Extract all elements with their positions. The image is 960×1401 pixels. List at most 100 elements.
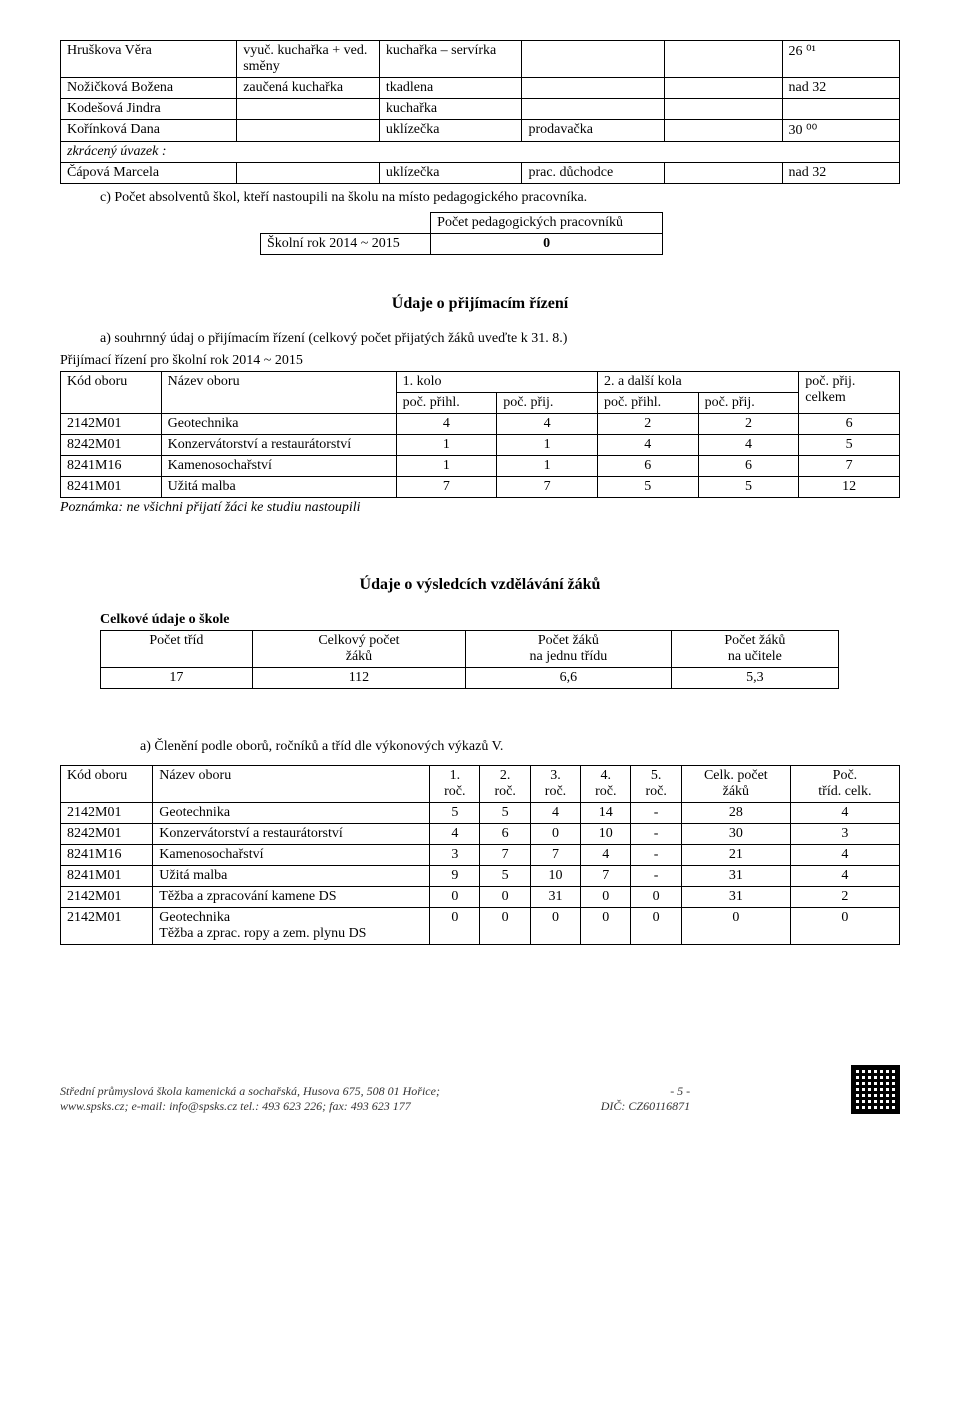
staff-table: Hruškova Věra vyuč. kuchařka + ved. směn… <box>60 40 900 184</box>
cell: 5 <box>480 803 530 824</box>
cell <box>522 78 665 99</box>
cell: 31 <box>530 887 580 908</box>
cell: 0 <box>681 908 790 945</box>
cell: 5 <box>698 477 799 498</box>
item-a: a) souhrnný údaj o přijímacím řízení (ce… <box>100 331 900 347</box>
footer-line2: www.spsks.cz; e-mail: info@spsks.cz tel.… <box>60 1099 411 1113</box>
admission-note: Poznámka: ne všichni přijatí žáci ke stu… <box>60 500 900 516</box>
cell: zkrácený úvazek : <box>61 142 900 163</box>
cell: uklízečka <box>379 120 522 142</box>
cell: 4 <box>430 824 480 845</box>
cell <box>782 99 899 120</box>
cell <box>237 120 380 142</box>
cell: 8242M01 <box>61 824 153 845</box>
cell: 30 <box>681 824 790 845</box>
cell: 8241M16 <box>61 845 153 866</box>
cell: 7 <box>497 477 598 498</box>
cell: 7 <box>530 845 580 866</box>
cell: 21 <box>681 845 790 866</box>
cell: 0 <box>430 887 480 908</box>
cell: nad 32 <box>782 78 899 99</box>
th: 5.roč. <box>631 766 681 803</box>
th: Počet tříd <box>101 631 253 668</box>
cell: Konzervátorství a restaurátorství <box>161 435 396 456</box>
item-c: c) Počet absolventů škol, kteří nastoupi… <box>100 190 900 206</box>
section-title: Údaje o přijímacím řízení <box>60 295 900 313</box>
cell: 12 <box>799 477 900 498</box>
th: poč. přihl. <box>396 393 497 414</box>
cell: 5 <box>480 866 530 887</box>
cell: 0 <box>431 234 663 255</box>
th: 2.roč. <box>480 766 530 803</box>
cell: 6 <box>597 456 698 477</box>
cell: 4 <box>396 414 497 435</box>
cell: 2142M01 <box>61 887 153 908</box>
cell: 30 ⁰⁰ <box>782 120 899 142</box>
cell: 0 <box>480 887 530 908</box>
cell: 0 <box>631 908 681 945</box>
cell: Hruškova Věra <box>61 41 237 78</box>
cell: Nožičková Božena <box>61 78 237 99</box>
cell: - <box>631 803 681 824</box>
cell: Konzervátorství a restaurátorství <box>153 824 430 845</box>
cell: Užitá malba <box>161 477 396 498</box>
th: 1. kolo <box>396 372 597 393</box>
th: Název oboru <box>161 372 396 414</box>
th: poč. přij. <box>497 393 598 414</box>
footer-line1: Střední průmyslová škola kamenická a soc… <box>60 1084 440 1099</box>
cell: 5 <box>799 435 900 456</box>
cell: Kodešová Jindra <box>61 99 237 120</box>
cell: 0 <box>790 908 899 945</box>
cell: 2 <box>698 414 799 435</box>
cell: 4 <box>698 435 799 456</box>
cell: Čápová Marcela <box>61 163 237 184</box>
cell: 0 <box>530 824 580 845</box>
cell: 0 <box>581 908 631 945</box>
th: Kód oboru <box>61 766 153 803</box>
cell: Počet pedagogických pracovníků <box>431 213 663 234</box>
breakdown-table: Kód oboru Název oboru 1.roč. 2.roč. 3.ro… <box>60 765 900 945</box>
th: 1.roč. <box>430 766 480 803</box>
cell: 9 <box>430 866 480 887</box>
cell: 6 <box>480 824 530 845</box>
cell: 5 <box>597 477 698 498</box>
cell: 6 <box>799 414 900 435</box>
cell: 26 ⁰¹ <box>782 41 899 78</box>
cell: 4 <box>790 845 899 866</box>
cell: kuchařka <box>379 99 522 120</box>
cell: 4 <box>581 845 631 866</box>
cell: Kamenosochařství <box>153 845 430 866</box>
summary-label: Celkové údaje o škole <box>100 612 900 628</box>
th: poč. přij.celkem <box>799 372 900 414</box>
th: Počet žákůna učitele <box>671 631 839 668</box>
cell: 6 <box>698 456 799 477</box>
th: 2. a další kola <box>597 372 798 393</box>
cell: 0 <box>530 908 580 945</box>
cell: 4 <box>497 414 598 435</box>
cell: 4 <box>790 866 899 887</box>
summary-table: Počet tříd Celkový početžáků Počet žákůn… <box>100 630 839 689</box>
cell: 0 <box>581 887 631 908</box>
cell: 10 <box>581 824 631 845</box>
th: 4.roč. <box>581 766 631 803</box>
cell: 8241M16 <box>61 456 162 477</box>
cell <box>665 41 782 78</box>
cell: vyuč. kuchařka + ved. směny <box>237 41 380 78</box>
cell: 31 <box>681 887 790 908</box>
cell: 8241M01 <box>61 866 153 887</box>
cell: 2142M01 <box>61 414 162 435</box>
cell: 2142M01 <box>61 908 153 945</box>
cell <box>261 213 431 234</box>
th: Kód oboru <box>61 372 162 414</box>
cell: - <box>631 824 681 845</box>
cell: - <box>631 866 681 887</box>
cell <box>237 99 380 120</box>
cell <box>237 163 380 184</box>
th: 3.roč. <box>530 766 580 803</box>
cell: 31 <box>681 866 790 887</box>
cell: Těžba a zpracování kamene DS <box>153 887 430 908</box>
cell: 28 <box>681 803 790 824</box>
th: Název oboru <box>153 766 430 803</box>
cell: Kamenosochařství <box>161 456 396 477</box>
footer-dic: DIČ: CZ60116871 <box>601 1099 690 1114</box>
